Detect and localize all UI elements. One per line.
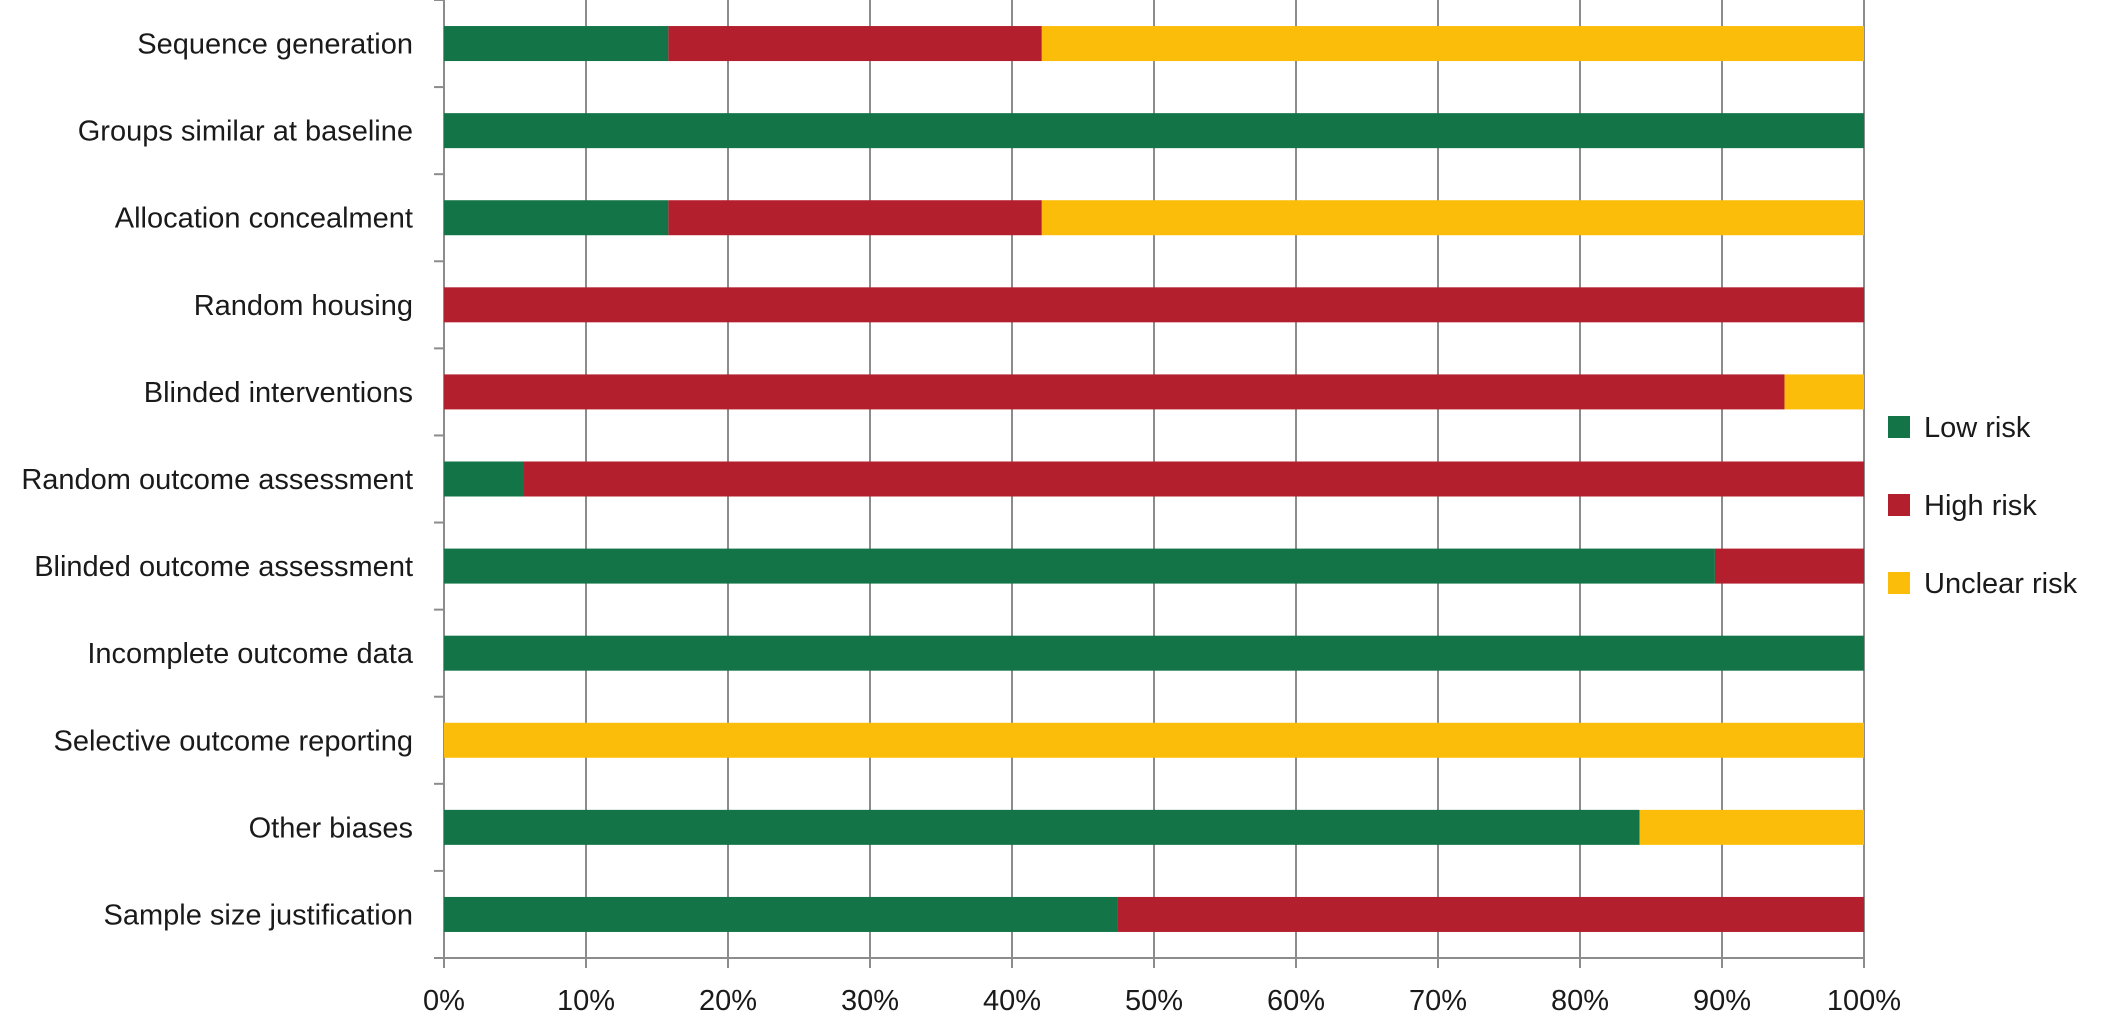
bar-segment-high-risk <box>668 26 1042 62</box>
category-label: Blinded outcome assessment <box>34 551 413 583</box>
x-tick-label: 100% <box>1827 985 1901 1017</box>
category-label: Random outcome assessment <box>21 464 413 496</box>
category-label: Sequence generation <box>137 29 413 61</box>
bar-segment-low-risk <box>444 26 669 62</box>
x-tick-label: 0% <box>423 985 465 1017</box>
x-tick-label: 80% <box>1551 985 1609 1017</box>
x-tick-label: 90% <box>1693 985 1751 1017</box>
x-tick-label: 10% <box>557 985 615 1017</box>
category-label: Allocation concealment <box>115 203 413 235</box>
category-label: Sample size justification <box>104 899 413 931</box>
bar-segment-high-risk <box>1714 548 1864 584</box>
bar-segment-low-risk <box>444 548 1715 584</box>
x-tick-label: 30% <box>841 985 899 1017</box>
bar-segment-high-risk <box>668 200 1042 236</box>
category-label: Selective outcome reporting <box>54 725 413 757</box>
x-tick-label: 40% <box>983 985 1041 1017</box>
bar-segment-unclear-risk <box>1639 809 1864 845</box>
bar-segment-high-risk <box>444 374 1785 410</box>
legend: Low risk High risk Unclear risk <box>1888 412 2078 600</box>
bar-segment-unclear-risk <box>1041 26 1864 62</box>
legend-swatch <box>1888 572 1910 594</box>
x-tick-label: 20% <box>699 985 757 1017</box>
bar-segment-high-risk <box>444 287 1864 323</box>
category-label: Groups similar at baseline <box>78 116 413 148</box>
bar-segment-low-risk <box>444 896 1118 932</box>
x-axis: 0% 10% 20% 30% 40% 50% 60% 70% 80% 90% 100% <box>423 957 1901 1017</box>
category-label: Blinded interventions <box>144 377 413 409</box>
bar-segment-low-risk <box>444 809 1640 845</box>
legend-label: High risk <box>1924 490 2037 522</box>
bar-segment-low-risk <box>444 113 1864 149</box>
bar-segment-unclear-risk <box>1041 200 1864 236</box>
legend-label: Low risk <box>1924 412 2031 444</box>
x-tick-label: 70% <box>1409 985 1467 1017</box>
bar-segment-unclear-risk <box>1784 374 1864 410</box>
bars <box>444 26 1864 932</box>
category-label: Random housing <box>194 290 413 322</box>
category-label: Incomplete outcome data <box>87 638 414 670</box>
legend-label: Unclear risk <box>1924 568 2078 600</box>
bar-segment-unclear-risk <box>444 722 1864 758</box>
category-label: Other biases <box>249 812 413 844</box>
y-axis: Sequence generation Groups similar at bas… <box>21 0 444 959</box>
x-tick-label: 50% <box>1125 985 1183 1017</box>
bar-segment-low-risk <box>444 461 524 497</box>
bar-segment-low-risk <box>444 200 669 236</box>
legend-swatch <box>1888 494 1910 516</box>
legend-swatch <box>1888 416 1910 438</box>
bar-segment-low-risk <box>444 635 1864 671</box>
bar-segment-high-risk <box>523 461 1864 497</box>
x-tick-label: 60% <box>1267 985 1325 1017</box>
bar-segment-high-risk <box>1117 896 1864 932</box>
